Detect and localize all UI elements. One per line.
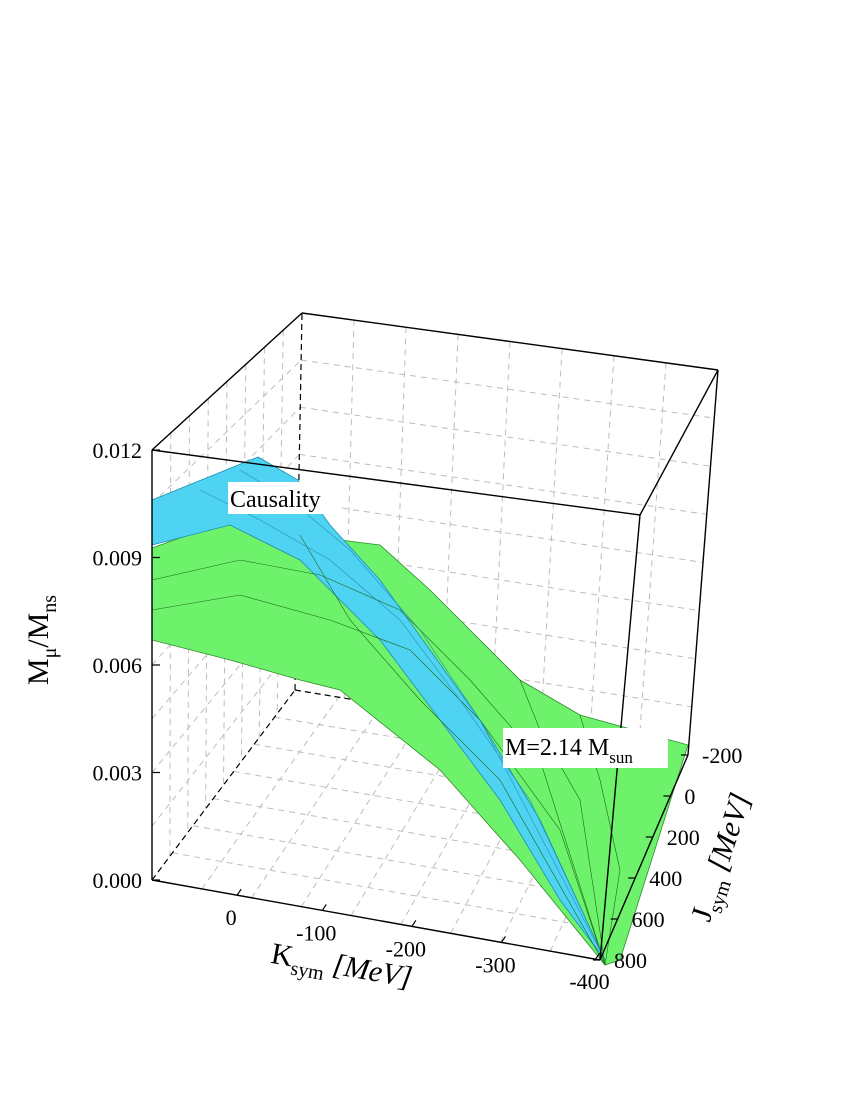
mass-label: M=2.14 Msun [505, 735, 633, 767]
y-tick-label: 600 [632, 907, 665, 932]
x-tick-mark [411, 920, 417, 927]
y-tick-label: -200 [702, 743, 742, 768]
y-tick-label: 800 [614, 948, 647, 973]
x-tick-mark [321, 904, 327, 911]
x-tick-label: 0 [226, 905, 237, 930]
y-tick-label: 400 [649, 866, 682, 891]
y-axis-ticks: -200 0 200 400 600 800 [593, 743, 742, 973]
x-tick-label: -200 [386, 936, 426, 961]
z-tick-label: 0.000 [93, 868, 143, 893]
y-tick-label: 200 [667, 825, 700, 850]
x-tick-label: -100 [296, 920, 336, 945]
x-tick-mark [595, 952, 601, 960]
z-tick-label: 0.012 [93, 438, 143, 463]
z-axis-ticks: 0.000 0.003 0.006 0.009 0.012 [93, 438, 160, 893]
x-tick-mark [236, 888, 242, 896]
surfaces [151, 456, 689, 966]
y-axis-label: Jsym [MeV] [685, 789, 763, 927]
z-tick-label: 0.006 [93, 653, 143, 678]
x-tick-label: -400 [569, 969, 609, 994]
causality-annotation: Causality [228, 482, 340, 514]
x-axis-ticks: 0 -100 -200 -300 -400 [226, 888, 610, 994]
z-tick-label: 0.003 [93, 761, 143, 786]
x-tick-label: -300 [475, 952, 515, 977]
z-tick-label: 0.009 [93, 546, 143, 571]
z-axis-label: Mμ/Mns [22, 595, 61, 685]
x-tick-mark [500, 936, 506, 943]
y-tick-label: 0 [684, 784, 695, 809]
causality-label: Causality [230, 487, 321, 513]
mass-annotation: M=2.14 Msun [503, 728, 668, 768]
